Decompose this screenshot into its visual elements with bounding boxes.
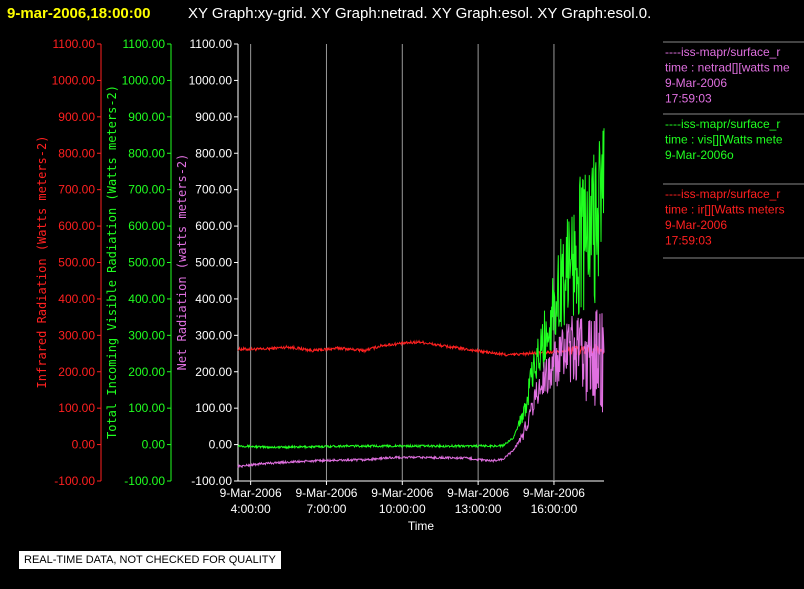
y-tick-label: 1100.00 — [53, 37, 96, 51]
y-tick-label: 600.00 — [128, 219, 165, 233]
y-tick-label: 700.00 — [128, 183, 165, 197]
y-axis-title-infrared: Infrared Radiation (Watts meters-2) — [35, 136, 49, 389]
y-tick-label: 900.00 — [128, 110, 165, 124]
legend-entry-text: 17:59:03 — [665, 234, 712, 248]
y-axis-title-visible: Total Incoming Visible Radiation (Watts … — [105, 85, 119, 439]
legend-entry-text: ----iss-mapr/surface_r — [665, 45, 780, 59]
x-tick-label-time: 7:00:00 — [306, 502, 346, 516]
y-tick-label: 1000.00 — [122, 73, 166, 87]
y-tick-label: 600.00 — [58, 219, 95, 233]
y-tick-label: 100.00 — [195, 401, 232, 415]
y-tick-label: 0.00 — [142, 438, 166, 452]
legend-entry-text: 17:59:03 — [665, 92, 712, 106]
y-tick-label: 400.00 — [128, 292, 165, 306]
y-tick-label: 1100.00 — [123, 37, 166, 51]
y-tick-label: 500.00 — [58, 256, 95, 270]
series-line-vis — [237, 128, 605, 450]
series-line-netrad — [237, 309, 605, 469]
legend-entry-text: ----iss-mapr/surface_r — [665, 187, 780, 201]
plot-area — [237, 44, 604, 482]
legend-entry-text: 9-Mar-2006 — [665, 76, 727, 90]
series-line-ir — [237, 339, 605, 357]
legend-entry-text: time : vis[][Watts mete — [665, 133, 783, 147]
y-tick-label: 0.00 — [72, 438, 96, 452]
x-axis-title: Time — [408, 519, 435, 533]
x-tick-label-date: 9-Mar-2006 — [523, 486, 585, 500]
header-graph-list: XY Graph:xy-grid. XY Graph:netrad. XY Gr… — [188, 5, 651, 22]
y-tick-label: 200.00 — [128, 365, 165, 379]
y-tick-label: 900.00 — [58, 110, 95, 124]
y-tick-label: 600.00 — [195, 219, 232, 233]
y-tick-label: 300.00 — [58, 328, 95, 342]
y-tick-label: 800.00 — [58, 146, 95, 160]
x-tick-label-date: 9-Mar-2006 — [447, 486, 509, 500]
x-tick-label-time: 16:00:00 — [531, 502, 578, 516]
x-tick-label-time: 4:00:00 — [231, 502, 271, 516]
x-tick-label-time: 10:00:00 — [379, 502, 426, 516]
y-tick-label: 700.00 — [195, 183, 232, 197]
x-tick-label-date: 9-Mar-2006 — [371, 486, 433, 500]
y-tick-label: 400.00 — [58, 292, 95, 306]
x-tick-label-date: 9-Mar-2006 — [220, 486, 282, 500]
y-tick-label: 300.00 — [195, 328, 232, 342]
x-axis: 9-Mar-2006 4:00:00 9-Mar-2006 7:00:00 9-Mar-… — [220, 481, 585, 516]
legend-entry-text: 9-Mar-2006o — [665, 148, 734, 162]
quality-notice: REAL-TIME DATA, NOT CHECKED FOR QUALITY — [18, 550, 282, 570]
y-tick-label: 200.00 — [195, 365, 232, 379]
y-tick-label: 300.00 — [128, 328, 165, 342]
y-tick-label: 100.00 — [58, 401, 95, 415]
data-series — [237, 128, 605, 469]
y-tick-label: 400.00 — [195, 292, 232, 306]
y-tick-label: 700.00 — [58, 183, 95, 197]
y-tick-label: 0.00 — [209, 438, 233, 452]
legend-entry-text: 9-Mar-2006 — [665, 218, 727, 232]
header-timestamp: 9-mar-2006,18:00:00 — [7, 5, 150, 22]
y-tick-label: 500.00 — [128, 256, 165, 270]
y-axis-title-net: Net Radiation (watts meters-2) — [175, 154, 189, 371]
x-tick-label-date: 9-Mar-2006 — [295, 486, 357, 500]
y-tick-label: 800.00 — [128, 146, 165, 160]
y-tick-label: -100.00 — [124, 474, 165, 488]
x-tick-label-time: 13:00:00 — [455, 502, 502, 516]
y-tick-label: -100.00 — [191, 474, 232, 488]
y-tick-label: 800.00 — [195, 146, 232, 160]
legend-entry-text: time : ir[][Watts meters — [665, 203, 785, 217]
y-tick-label: -100.00 — [54, 474, 95, 488]
y-tick-label: 500.00 — [195, 256, 232, 270]
y-tick-label: 200.00 — [58, 365, 95, 379]
y-tick-label: 1000.00 — [52, 73, 96, 87]
legend-entry-text: time : netrad[][watts me — [665, 61, 790, 75]
y-tick-label: 1000.00 — [189, 73, 233, 87]
legend-entry-text: ----iss-mapr/surface_r — [665, 117, 780, 131]
y-axes: -100.00 0.00 100.00 200.00 300.00 400.00 500.0… — [52, 37, 239, 488]
y-tick-label: 900.00 — [195, 110, 232, 124]
y-tick-label: 100.00 — [128, 401, 165, 415]
y-tick-label: 1100.00 — [190, 37, 233, 51]
